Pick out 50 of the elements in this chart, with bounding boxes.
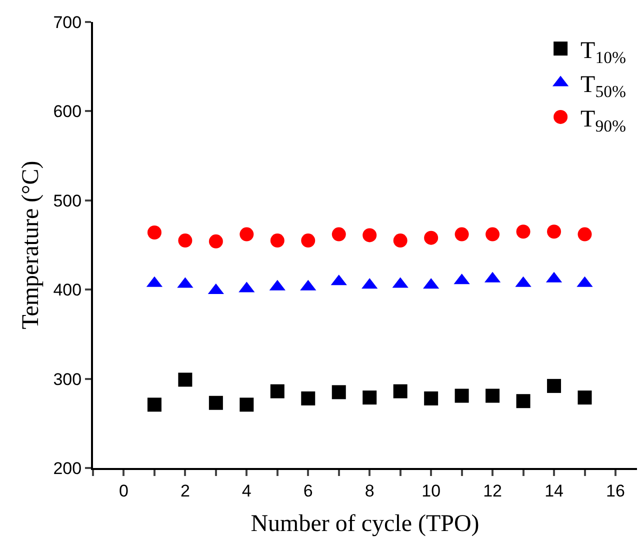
- point: [178, 372, 192, 387]
- legend-label: T$_{90%}$: [580, 106, 626, 136]
- point: [147, 398, 162, 412]
- point: [424, 391, 438, 406]
- point: [578, 390, 592, 405]
- point: [240, 398, 254, 412]
- point: [393, 384, 408, 398]
- x-tick-label: 10: [422, 481, 441, 500]
- point: [547, 378, 562, 393]
- y-axis-title: Temperature (°C): [18, 160, 44, 330]
- point: [270, 384, 284, 398]
- point: [486, 388, 500, 403]
- point: [547, 224, 562, 239]
- x-tick-label: 0: [118, 481, 128, 500]
- x-tick-label: 12: [483, 481, 502, 500]
- x-tick-label: 4: [242, 481, 252, 500]
- x-tick-label: 8: [364, 481, 374, 500]
- point: [393, 234, 408, 248]
- y-tick-label: 400: [53, 280, 82, 300]
- point: [362, 228, 377, 242]
- point: [578, 227, 592, 242]
- point: [362, 390, 377, 405]
- point: [486, 227, 500, 242]
- point: [332, 385, 346, 400]
- point: [332, 227, 346, 242]
- point: [301, 234, 316, 248]
- point: [424, 230, 438, 245]
- point: [270, 234, 284, 248]
- y-tick-label: 300: [53, 370, 82, 389]
- point: [516, 394, 530, 408]
- point: [301, 391, 316, 406]
- x-tick-label: 2: [180, 481, 190, 500]
- point: [178, 234, 192, 248]
- point: [208, 396, 223, 410]
- x-tick-label: 16: [606, 481, 625, 500]
- legend-label: T$_{10%}$: [580, 38, 626, 67]
- legend-label: T$_{50%}$: [580, 72, 626, 102]
- point: [208, 234, 223, 248]
- point: [454, 227, 469, 242]
- y-tick-label: 600: [53, 102, 82, 122]
- point: [454, 388, 469, 403]
- y-tick-label: 200: [53, 458, 82, 478]
- point: [240, 227, 254, 242]
- y-tick-label: 500: [53, 191, 82, 210]
- x-axis-title: Number of cycle (TPO): [250, 511, 480, 538]
- point: [147, 226, 162, 240]
- point: [516, 224, 530, 239]
- y-tick-label: 700: [53, 12, 82, 32]
- x-tick-label: 14: [544, 481, 564, 500]
- x-tick-label: 6: [303, 481, 313, 500]
